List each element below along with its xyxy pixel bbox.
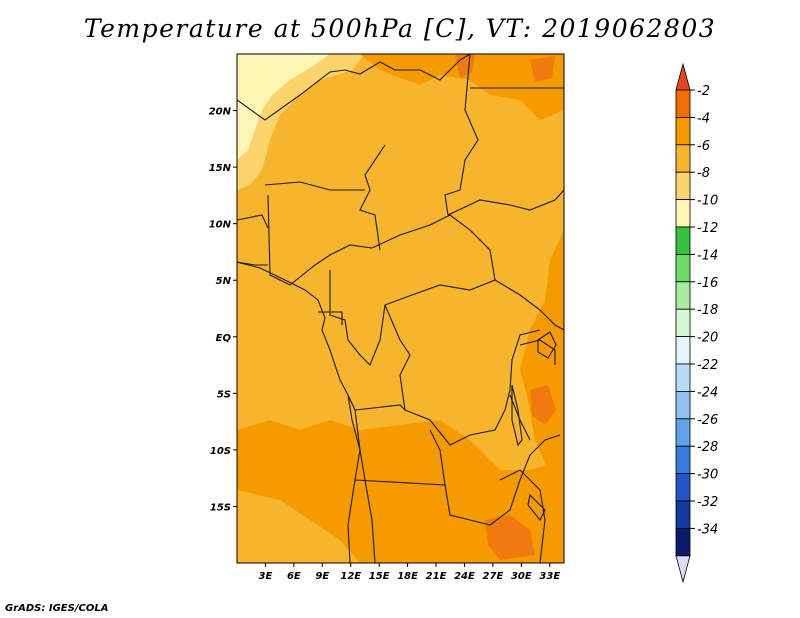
colorbar-label: -2 bbox=[697, 84, 710, 99]
border-line bbox=[494, 279, 564, 331]
colorbar-label: -12 bbox=[697, 221, 718, 236]
colorbar-swatch bbox=[675, 445, 691, 475]
colorbar-bottom-arrow bbox=[675, 555, 691, 584]
lake-outline bbox=[537, 331, 557, 359]
longitude-tick-label: 27E bbox=[483, 571, 504, 582]
latitude-tick-label: EQ bbox=[216, 333, 232, 344]
colorbar-swatch bbox=[675, 418, 691, 447]
colorbar-swatch bbox=[675, 199, 691, 228]
colorbar-swatch bbox=[675, 500, 691, 529]
colorbar-label: -22 bbox=[697, 358, 718, 373]
credit-text: GrADS: IGES/COLA bbox=[5, 603, 109, 614]
colorbar-swatch bbox=[675, 308, 691, 338]
colorbar-label: -34 bbox=[697, 522, 718, 537]
colorbar-swatch bbox=[675, 390, 691, 420]
country-borders bbox=[237, 54, 564, 563]
latitude-tick-label: 20N bbox=[209, 107, 232, 118]
border-line bbox=[384, 304, 541, 446]
colorbar-swatch bbox=[675, 226, 691, 255]
colorbar: -2 -4 -6 -8 -10 -12 -14 -16 -18 -20 -22 -24 -26 -28 -3… bbox=[675, 62, 718, 584]
colorbar-label: -24 bbox=[697, 385, 718, 400]
coastline bbox=[237, 261, 376, 563]
colorbar-swatch bbox=[675, 336, 691, 365]
colorbar-label: -16 bbox=[697, 276, 718, 291]
field-warmer-patch-northeast bbox=[530, 56, 555, 82]
field-warmer-patch-east bbox=[530, 385, 556, 425]
colorbar-label: -18 bbox=[697, 303, 718, 318]
border-line bbox=[264, 181, 365, 191]
colorbar-label: -20 bbox=[697, 331, 718, 346]
border-line bbox=[499, 469, 546, 563]
border-line bbox=[371, 214, 496, 306]
colorbar-label: -28 bbox=[697, 440, 718, 455]
latitude-tick-label: 5N bbox=[216, 276, 232, 287]
longitude-tick-label: 3E bbox=[259, 571, 273, 582]
border-line bbox=[519, 339, 556, 365]
latitude-tick-label: 10S bbox=[210, 446, 231, 457]
field-warmer-patch-southeast bbox=[485, 515, 535, 560]
latitude-tick-label: 5S bbox=[217, 389, 231, 400]
latitude-tick-label: 15N bbox=[209, 163, 232, 174]
longitude-axis: 3E 6E 9E 12E 15E 18E 21E 24E 27E 30E 33E bbox=[259, 563, 560, 582]
border-line bbox=[267, 194, 373, 286]
latitude-tick-label: 15S bbox=[210, 502, 231, 513]
border-line bbox=[489, 434, 561, 526]
longitude-tick-label: 24E bbox=[454, 571, 475, 582]
longitude-tick-label: 6E bbox=[287, 571, 301, 582]
longitude-tick-label: 9E bbox=[315, 571, 329, 582]
border-line bbox=[237, 54, 471, 121]
longitude-tick-label: 12E bbox=[340, 571, 361, 582]
border-line bbox=[359, 144, 386, 251]
colorbar-label: -8 bbox=[697, 166, 710, 181]
latitude-axis: 20N 15N 10N 5N EQ 5S 10S 15S bbox=[209, 107, 237, 513]
longitude-tick-label: 21E bbox=[426, 571, 447, 582]
longitude-tick-label: 18E bbox=[397, 571, 418, 582]
colorbar-swatch bbox=[675, 473, 691, 502]
colorbar-label: -30 bbox=[697, 468, 718, 483]
colorbar-label: -4 bbox=[697, 111, 710, 126]
border-line bbox=[318, 311, 343, 325]
lake-outline bbox=[511, 384, 523, 447]
border-line bbox=[447, 189, 564, 216]
colorbar-swatch bbox=[675, 171, 691, 200]
border-line bbox=[509, 394, 531, 441]
colorbar-label: -10 bbox=[697, 194, 718, 209]
map-frame bbox=[236, 53, 565, 564]
border-line bbox=[329, 270, 386, 366]
lake-outline bbox=[527, 493, 546, 522]
field-base-southwest bbox=[237, 490, 360, 563]
colorbar-top-arrow bbox=[675, 62, 691, 91]
colorbar-swatch bbox=[675, 89, 691, 118]
latitude-tick-label: 10N bbox=[209, 220, 232, 231]
map-title: Temperature at 500hPa [C], VT: 201906280… bbox=[83, 14, 717, 43]
border-line bbox=[347, 394, 406, 411]
colorbar-swatch bbox=[675, 253, 691, 283]
colorbar-swatch bbox=[675, 144, 691, 173]
colorbar-label: -6 bbox=[697, 139, 710, 154]
colorbar-label: -32 bbox=[697, 495, 718, 510]
longitude-tick-label: 30E bbox=[511, 571, 532, 582]
border-line bbox=[237, 214, 269, 229]
field-coolest-band-northwest bbox=[237, 54, 330, 160]
colorbar-swatch bbox=[675, 117, 691, 146]
colorbar-label: -26 bbox=[697, 413, 718, 428]
colorbar-swatch bbox=[675, 363, 691, 392]
border-line bbox=[429, 429, 446, 486]
longitude-tick-label: 33E bbox=[539, 571, 560, 582]
longitude-tick-label: 15E bbox=[369, 571, 390, 582]
border-line bbox=[444, 54, 479, 216]
colorbar-label: -14 bbox=[697, 248, 718, 263]
colorbar-swatch bbox=[675, 281, 691, 310]
colorbar-swatch bbox=[675, 528, 691, 557]
temperature-field bbox=[237, 54, 564, 563]
border-line bbox=[354, 479, 491, 526]
